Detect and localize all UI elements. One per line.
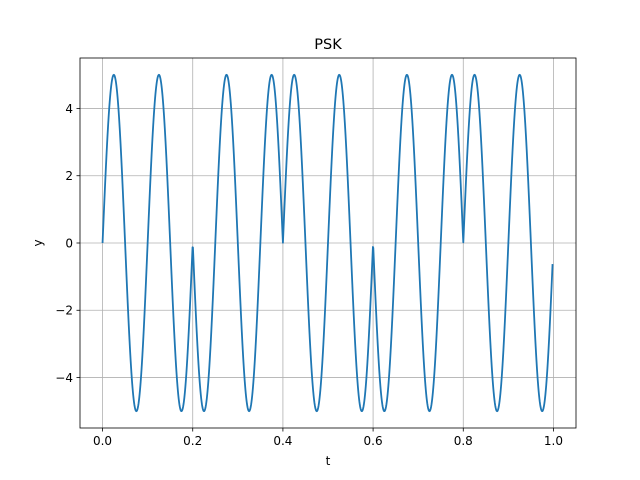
y-axis-ticks: −4 −2 0 2 4 bbox=[55, 102, 80, 385]
x-axis-label: t bbox=[326, 454, 331, 468]
y-tick-label: 0 bbox=[65, 236, 73, 250]
series-line bbox=[101, 73, 554, 413]
x-tick-label: 0.6 bbox=[364, 434, 383, 448]
y-tick-label: −4 bbox=[55, 371, 73, 385]
plot-area bbox=[101, 73, 554, 413]
x-tick-label: 0.0 bbox=[93, 434, 112, 448]
x-tick-label: 0.4 bbox=[273, 434, 292, 448]
y-axis-label: y bbox=[31, 239, 45, 246]
x-tick-label: 0.2 bbox=[183, 434, 202, 448]
x-axis-ticks: 0.0 0.2 0.4 0.6 0.8 1.0 bbox=[93, 428, 563, 448]
y-tick-label: 2 bbox=[65, 169, 73, 183]
x-tick-label: 0.8 bbox=[454, 434, 473, 448]
y-tick-label: 4 bbox=[65, 102, 73, 116]
chart-title: PSK bbox=[314, 37, 342, 53]
x-tick-label: 1.0 bbox=[544, 434, 563, 448]
y-tick-label: −2 bbox=[55, 304, 73, 318]
